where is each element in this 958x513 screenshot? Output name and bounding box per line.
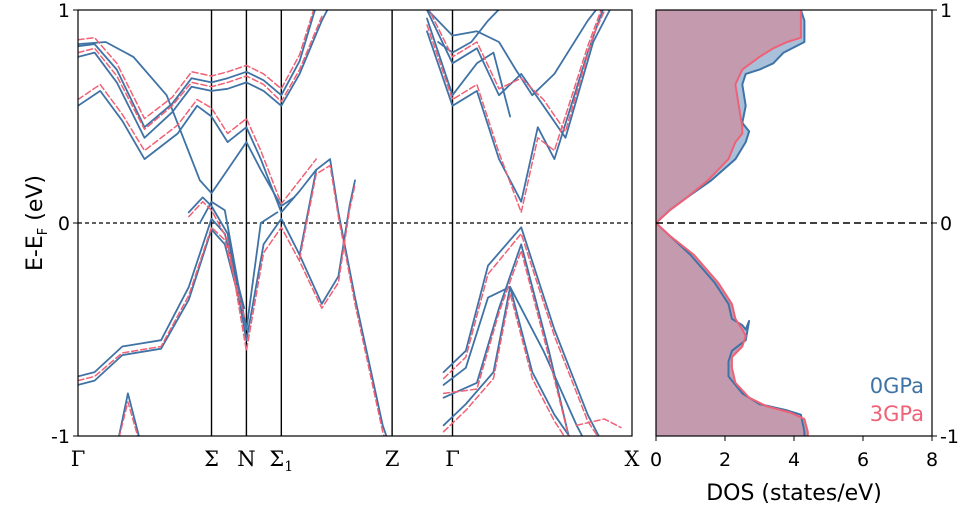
y-tick-label: -1 xyxy=(51,426,70,448)
y-tick-label-right: -1 xyxy=(940,426,958,448)
y-axis-title-sub: F xyxy=(36,228,51,235)
kpoint-label-text: X xyxy=(625,447,640,471)
kpoint-label: Γ xyxy=(445,447,460,471)
dos-y-ticks: 1 0 -1 xyxy=(932,0,958,448)
band-line-3gpa xyxy=(426,10,602,214)
bands-layer xyxy=(78,10,622,436)
x-tick-label: 0 xyxy=(650,449,662,471)
kpoint-lines xyxy=(210,10,454,436)
dos-x-axis-title: DOS (states/eV) xyxy=(706,481,882,506)
band-line-3gpa xyxy=(78,83,317,205)
kpoint-label-text: Z xyxy=(385,447,400,471)
band-line-0gpa xyxy=(78,10,316,129)
band-line-0gpa xyxy=(187,179,356,342)
band-line-3gpa xyxy=(188,183,356,352)
kpoint-label-text: Γ xyxy=(71,447,86,471)
dos-line-3gpa xyxy=(656,10,809,436)
x-tick-label: 8 xyxy=(926,449,938,471)
band-line-0gpa xyxy=(442,226,600,436)
band-line-3gpa xyxy=(118,401,139,436)
kpoint-label: N xyxy=(237,447,255,471)
band-panel: 10-1 Γ Σ N Σ1 Z Γ X E-EF (eV) xyxy=(23,0,640,475)
dos-x-ticks: 0 2 4 6 8 xyxy=(650,436,938,471)
y-tick-label-right: 0 xyxy=(940,213,952,235)
band-line-0gpa xyxy=(78,90,318,214)
dos-fill-3gpa xyxy=(656,10,808,436)
kpoint-labels: Γ Σ N Σ1 Z Γ X xyxy=(71,447,640,475)
band-line-0gpa xyxy=(426,10,611,139)
x-tick-label: 2 xyxy=(719,449,731,471)
band-line-0gpa xyxy=(78,228,246,386)
band-line-3gpa xyxy=(78,226,245,382)
kpoint-label-text: Σ xyxy=(204,447,219,471)
legend-entry-0gpa: 0GPa xyxy=(870,374,924,398)
band-line-3gpa xyxy=(442,232,599,436)
kpoint-label: Σ xyxy=(204,447,219,471)
y-tick-label: 1 xyxy=(58,0,70,22)
kpoint-label: Σ1 xyxy=(269,447,293,475)
legend: 0GPa 3GPa xyxy=(870,374,924,426)
band-line-0gpa xyxy=(78,217,246,378)
band-line-0gpa xyxy=(298,158,388,436)
kpoint-label: Z xyxy=(385,447,400,471)
y-axis-title: E-EF (eV) xyxy=(23,175,51,271)
y-tick-label-right: 1 xyxy=(940,0,952,22)
dos-layer xyxy=(656,10,809,436)
band-line-0gpa xyxy=(78,41,295,207)
band-line-0gpa xyxy=(437,10,500,54)
band-line-3gpa xyxy=(298,164,385,436)
kpoint-label-text: Γ xyxy=(445,447,460,471)
x-tick-label: 6 xyxy=(857,449,869,471)
kpoint-label-subscript: 1 xyxy=(284,459,293,475)
band-line-0gpa xyxy=(442,243,570,436)
band-line-0gpa xyxy=(78,10,329,139)
band-line-3gpa xyxy=(575,418,622,429)
band-line-0gpa xyxy=(442,286,571,436)
kpoint-label-text: N xyxy=(237,447,255,471)
band-line-0gpa xyxy=(426,10,604,203)
legend-entry-3gpa: 3GPa xyxy=(870,402,924,426)
kpoint-label-text: Σ xyxy=(269,447,284,471)
band-line-0gpa xyxy=(426,10,598,97)
kpoint-label: Γ xyxy=(71,447,86,471)
band-line-3gpa xyxy=(78,15,323,131)
band-line-3gpa xyxy=(78,10,315,120)
y-tick-label: 0 xyxy=(58,213,70,235)
band-line-0gpa xyxy=(199,200,279,331)
band-y-ticks: 1 0 -1 xyxy=(51,0,78,448)
band-line-0gpa xyxy=(426,17,511,118)
kpoint-label: X xyxy=(625,447,640,471)
band-line-3gpa xyxy=(428,10,606,133)
x-tick-label: 4 xyxy=(788,449,800,471)
band-line-3gpa xyxy=(442,249,570,436)
band-line-3gpa xyxy=(442,292,566,436)
